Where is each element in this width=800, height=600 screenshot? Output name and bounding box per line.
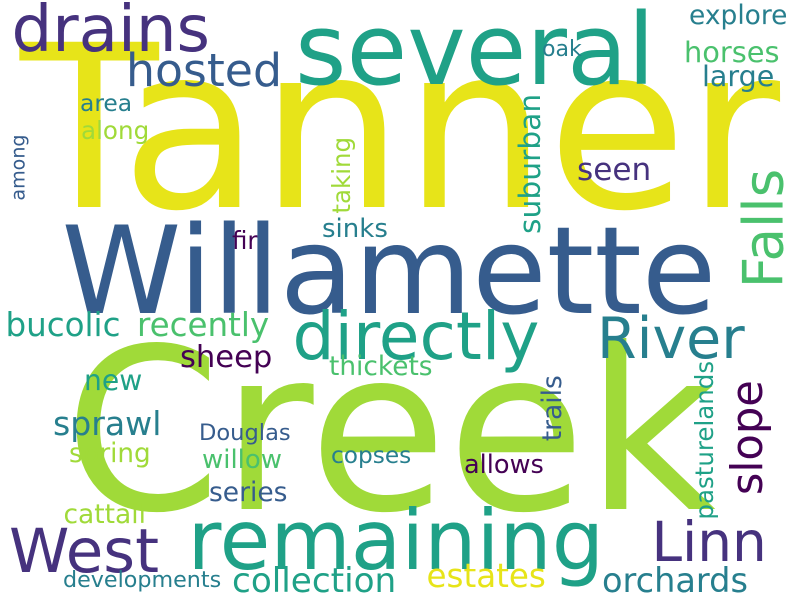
word-copses: copses xyxy=(331,441,412,469)
word-sheep: sheep xyxy=(180,339,273,375)
word-recently: recently xyxy=(137,305,270,344)
word-bucolic: bucolic xyxy=(5,305,121,344)
word-west: West xyxy=(9,515,160,587)
word-spring: spring xyxy=(69,439,151,469)
word-cattail: cattail xyxy=(63,498,147,530)
word-tanner: Tanner xyxy=(20,0,781,261)
word-falls: Falls xyxy=(731,168,796,288)
word-seen: seen xyxy=(577,151,652,188)
word-drains: drains xyxy=(11,0,211,67)
word-douglas: Douglas xyxy=(199,419,291,446)
word-pasturelands: pasturelands xyxy=(689,360,719,520)
word-allows: allows xyxy=(464,450,544,480)
word-large: large xyxy=(702,59,775,93)
word-among: among xyxy=(7,133,30,201)
word-taking: taking xyxy=(326,136,356,214)
word-trails: trails xyxy=(536,374,568,441)
word-fir: fir xyxy=(232,226,258,255)
word-suburban: suburban xyxy=(513,93,549,234)
word-remaining: remaining xyxy=(187,492,605,589)
word-thickets: thickets xyxy=(329,352,433,382)
word-along: along xyxy=(81,115,150,145)
word-developments: developments xyxy=(63,567,222,593)
word-slope: slope xyxy=(722,379,773,495)
word-estates: estates xyxy=(426,556,546,595)
word-area: area xyxy=(80,88,133,117)
word-creek: Creek xyxy=(64,300,716,563)
word-explore: explore xyxy=(689,0,788,31)
word-series: series xyxy=(209,476,288,508)
word-several: several xyxy=(295,0,655,108)
word-directly: directly xyxy=(292,298,540,375)
word-sprawl: sprawl xyxy=(53,403,162,443)
word-orchards: orchards xyxy=(602,561,748,600)
word-collection: collection xyxy=(232,561,397,600)
word-river: River xyxy=(597,305,745,372)
word-horses: horses xyxy=(684,34,780,69)
word-hosted: hosted xyxy=(126,44,283,97)
word-willamette: Willamette xyxy=(61,199,717,342)
word-oak: oak xyxy=(542,37,582,62)
word-linn: Linn xyxy=(651,509,767,574)
word-sinks: sinks xyxy=(322,214,388,244)
word-new: new xyxy=(84,364,143,397)
word-willow: willow xyxy=(202,445,283,475)
